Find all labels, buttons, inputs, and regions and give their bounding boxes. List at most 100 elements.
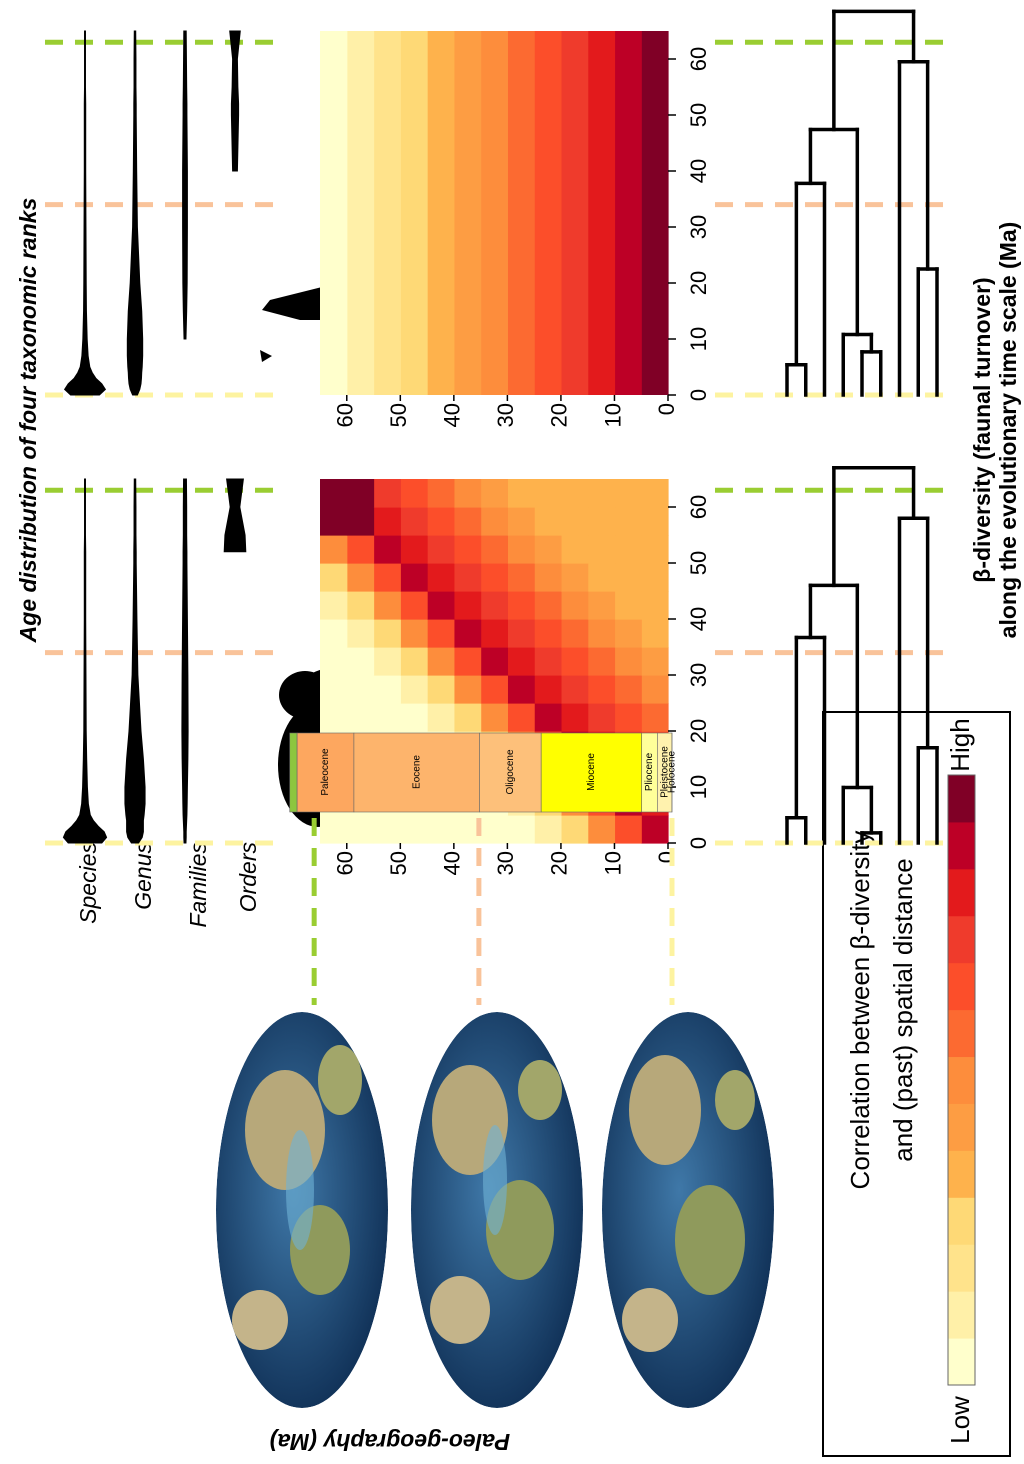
heat-cell xyxy=(346,535,375,564)
heat-cell xyxy=(400,591,428,620)
axis-tick-label: 40 xyxy=(686,159,711,183)
heat-cell xyxy=(400,479,428,508)
heat-cell xyxy=(560,675,589,704)
violin xyxy=(126,30,144,396)
heat-cell xyxy=(346,563,375,592)
heat-cell xyxy=(560,647,589,676)
heat-cell xyxy=(507,535,535,564)
axis-tick-label: 50 xyxy=(386,851,411,875)
heat-column xyxy=(480,31,508,395)
violin xyxy=(223,478,247,553)
heat-cell xyxy=(614,619,642,648)
heat-cell xyxy=(427,535,455,564)
legend-box xyxy=(822,711,1011,1457)
heat-cell xyxy=(507,703,535,732)
heat-cell xyxy=(560,619,589,648)
heat-cell xyxy=(560,479,589,508)
heat-cell xyxy=(427,815,455,844)
axis-tick-label: 60 xyxy=(333,851,358,875)
heat-cell xyxy=(400,535,428,564)
heat-cell xyxy=(507,619,535,648)
legend-swatch xyxy=(948,1150,975,1198)
heat-cell xyxy=(587,647,616,676)
heat-cell xyxy=(346,647,375,676)
heat-cell xyxy=(400,619,428,648)
epoch xyxy=(479,732,542,813)
heat-cell xyxy=(453,479,482,508)
heat-column xyxy=(560,31,589,395)
heat-cell xyxy=(427,619,455,648)
heat-cell xyxy=(560,591,589,620)
heat-cell xyxy=(587,563,616,592)
heat-cell xyxy=(480,619,508,648)
heat-cell xyxy=(346,675,375,704)
globe xyxy=(411,1012,583,1408)
heat-cell xyxy=(320,563,348,592)
heat-column xyxy=(320,31,348,395)
axis-tick-label: 0 xyxy=(654,851,679,863)
heat-cell xyxy=(373,507,401,536)
heat-cell xyxy=(641,591,669,620)
heat-cell xyxy=(373,815,401,844)
heat-cell xyxy=(641,647,669,676)
axis-tick-label: 10 xyxy=(686,327,711,351)
side-label: β-diversity (faunal turnover) xyxy=(969,277,995,582)
axis-tick-label: 20 xyxy=(686,271,711,295)
heat-cell xyxy=(534,591,562,620)
violin xyxy=(229,30,241,172)
axis-tick-label: 30 xyxy=(686,663,711,687)
heat-cell xyxy=(560,535,589,564)
heat-cell xyxy=(480,479,508,508)
legend-swatch xyxy=(948,868,975,917)
heat-cell xyxy=(427,703,455,732)
heat-cell xyxy=(560,703,589,732)
axis-tick-label: 40 xyxy=(440,403,465,427)
heat-cell xyxy=(427,647,455,676)
heat-cell xyxy=(400,563,428,592)
epoch xyxy=(289,732,298,813)
legend-text: Correlation between β-diversity xyxy=(845,831,875,1190)
heat-cell xyxy=(641,507,669,536)
heat-cell xyxy=(480,507,508,536)
axis-tick-label: 10 xyxy=(686,775,711,799)
heat-cell xyxy=(507,591,535,620)
heat-cell xyxy=(587,535,616,564)
heat-cell xyxy=(480,703,508,732)
heat-column xyxy=(587,31,616,395)
heat-cell xyxy=(507,507,535,536)
heat-cell xyxy=(400,675,428,704)
heat-cell xyxy=(614,647,642,676)
globe xyxy=(602,1012,774,1408)
heat-cell xyxy=(320,507,348,536)
heat-cell xyxy=(480,675,508,704)
axis-tick-label: 60 xyxy=(333,403,358,427)
epoch xyxy=(353,732,480,813)
heat-column xyxy=(373,31,401,395)
axis-tick-label: 0 xyxy=(654,403,679,415)
violin xyxy=(62,478,108,844)
heat-cell xyxy=(320,703,348,732)
heat-cell xyxy=(614,815,642,844)
legend-swatch xyxy=(948,1338,975,1386)
axis-tick-label: 0 xyxy=(686,837,711,849)
heat-cell xyxy=(614,703,642,732)
heat-cell xyxy=(427,675,455,704)
heat-cell xyxy=(587,479,616,508)
heat-column xyxy=(507,31,535,395)
axis-tick-label: 10 xyxy=(600,403,625,427)
axis-tick-label: 40 xyxy=(686,607,711,631)
heat-cell xyxy=(587,675,616,704)
heat-cell xyxy=(320,675,348,704)
heat-cell xyxy=(346,591,375,620)
axis-tick-label: 30 xyxy=(493,403,518,427)
heat-cell xyxy=(614,563,642,592)
heat-cell xyxy=(320,815,348,844)
heat-cell xyxy=(534,619,562,648)
violin xyxy=(63,30,107,396)
heat-cell xyxy=(534,535,562,564)
heat-cell xyxy=(480,815,508,844)
epoch-label: Pleistocene xyxy=(659,746,670,798)
epoch-label: Eocene xyxy=(411,755,422,789)
violin xyxy=(182,30,188,340)
heat-cell xyxy=(560,815,589,844)
